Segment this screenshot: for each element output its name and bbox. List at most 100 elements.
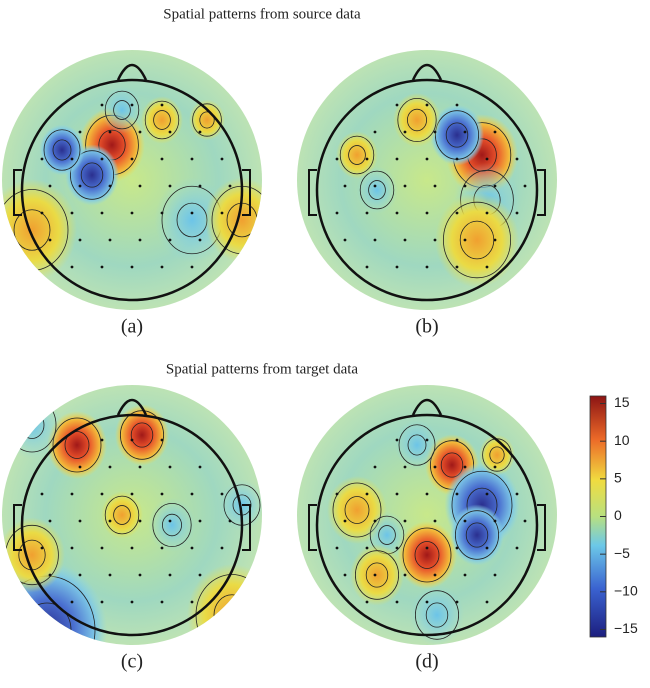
contour: [414, 541, 440, 569]
electrode: [138, 519, 142, 523]
ear: [13, 169, 22, 216]
contour: [440, 452, 464, 478]
electrode: [40, 157, 44, 161]
blob: [450, 504, 504, 566]
blob: [39, 124, 85, 176]
electrode: [130, 546, 134, 550]
electrode: [463, 465, 467, 469]
ear: [13, 504, 22, 551]
electrode: [455, 157, 459, 161]
electrode: [403, 184, 407, 188]
electrode: [493, 130, 497, 134]
electrode: [425, 492, 429, 496]
section-title: Spatial patterns from source data: [163, 6, 361, 22]
electrode: [515, 211, 519, 215]
contour: [64, 431, 90, 459]
panel-label: (a): [121, 316, 143, 338]
contour: [70, 150, 115, 200]
blob: [187, 564, 262, 645]
colorbar-tick-label: −10: [614, 583, 638, 599]
electrode: [373, 519, 377, 523]
electrode: [335, 157, 339, 161]
electrode: [78, 184, 82, 188]
electrode: [373, 130, 377, 134]
blob: [101, 491, 143, 539]
electrode: [425, 265, 429, 269]
electrode: [198, 465, 202, 469]
electrode: [130, 265, 134, 269]
electrode: [70, 157, 74, 161]
electrode: [160, 211, 164, 215]
electrode: [70, 265, 74, 269]
ear: [308, 169, 317, 216]
ear: [308, 504, 317, 551]
electrode: [373, 238, 377, 242]
electrode: [455, 211, 459, 215]
electrode: [168, 130, 172, 134]
electrode: [403, 573, 407, 577]
electrode: [425, 600, 429, 604]
electrode: [108, 519, 112, 523]
ear: [537, 504, 546, 551]
contour: [406, 108, 427, 132]
electrode: [373, 184, 377, 188]
electrode: [395, 600, 399, 604]
electrode: [48, 519, 52, 523]
electrode: [455, 492, 459, 496]
electrode: [100, 492, 104, 496]
electrode: [168, 573, 172, 577]
electrode: [395, 265, 399, 269]
electrode: [198, 130, 202, 134]
electrode: [485, 265, 489, 269]
contour: [120, 410, 165, 460]
contour: [13, 209, 51, 251]
blob: [101, 86, 143, 134]
electrode: [48, 238, 52, 242]
electrode: [395, 103, 399, 107]
electrode: [100, 157, 104, 161]
map: [297, 385, 557, 645]
electrode: [220, 211, 224, 215]
electrode: [425, 211, 429, 215]
electrode: [108, 130, 112, 134]
electrode: [130, 157, 134, 161]
electrode: [48, 184, 52, 188]
electrode: [70, 600, 74, 604]
electrode: [485, 492, 489, 496]
map: [297, 50, 557, 310]
head: [315, 78, 539, 302]
electrode: [198, 573, 202, 577]
electrode: [48, 573, 52, 577]
electrode: [130, 438, 134, 442]
electrode: [78, 573, 82, 577]
contour: [344, 496, 370, 524]
electrode: [433, 130, 437, 134]
electrode: [160, 600, 164, 604]
nose: [116, 398, 148, 416]
electrode: [220, 492, 224, 496]
colorbar-tick-label: −15: [614, 620, 638, 636]
blob: [435, 192, 519, 288]
contour: [153, 110, 171, 130]
contour: [454, 510, 499, 560]
contour: [354, 550, 399, 600]
blob: [394, 419, 440, 471]
electrode: [433, 519, 437, 523]
colorbar-tick-label: −5: [614, 545, 630, 561]
electrode: [138, 238, 142, 242]
topomap: [2, 385, 262, 645]
electrode: [493, 238, 497, 242]
electrode: [343, 573, 347, 577]
electrode: [425, 157, 429, 161]
contour: [397, 98, 437, 143]
ear: [537, 169, 546, 216]
electrode: [130, 492, 134, 496]
topomap: [297, 50, 557, 310]
electrode: [403, 465, 407, 469]
electrode: [100, 438, 104, 442]
electrode: [190, 600, 194, 604]
contour: [113, 100, 131, 120]
contour: [348, 145, 366, 165]
electrode: [335, 211, 339, 215]
contour: [365, 562, 389, 588]
